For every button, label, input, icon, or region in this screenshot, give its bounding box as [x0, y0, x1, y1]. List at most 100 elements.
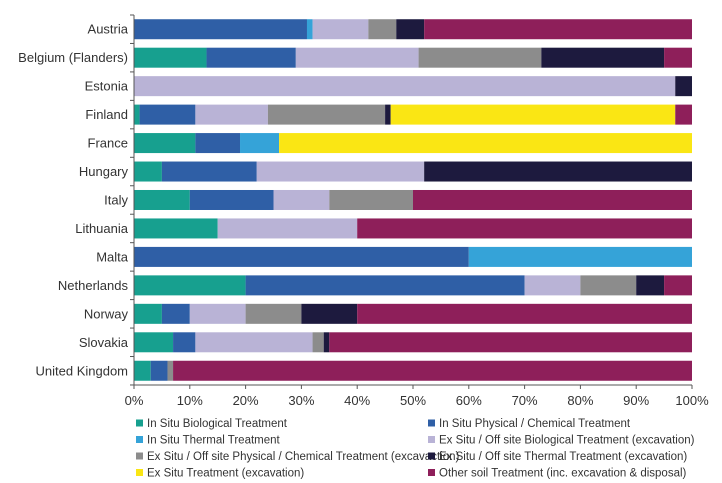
legend-swatch — [136, 469, 143, 476]
bar-segment-1-1 — [206, 47, 296, 68]
bar-segment-7-3 — [217, 218, 358, 239]
bar-segment-6-4 — [329, 189, 413, 210]
bar-segment-11-0 — [134, 332, 174, 353]
bar-segment-9-4 — [580, 275, 637, 296]
bar-segment-5-0 — [134, 161, 162, 182]
bar-segment-11-1 — [173, 332, 196, 353]
legend-label: Other soil Treatment (inc. excavation & … — [439, 468, 687, 480]
bar-segment-9-5 — [636, 275, 665, 296]
bar-segment-5-3 — [256, 161, 425, 182]
bar-segment-7-0 — [134, 218, 218, 239]
bar-segment-4-1 — [195, 133, 241, 154]
bar-segment-5-5 — [424, 161, 692, 182]
bar-segment-3-4 — [267, 104, 386, 125]
bar-segment-11-7 — [329, 332, 692, 353]
legend-label: In Situ Thermal Treatment — [147, 435, 281, 447]
bar-segment-1-5 — [541, 47, 665, 68]
bar-segment-10-3 — [189, 303, 246, 324]
bar-segment-11-4 — [312, 332, 324, 353]
bar-segment-11-3 — [195, 332, 313, 353]
legend-label: Ex Situ / Off site Physical / Chemical T… — [147, 451, 459, 463]
bar-segment-0-5 — [396, 19, 425, 40]
bar-segment-9-0 — [134, 275, 246, 296]
x-tick-label: 20% — [233, 393, 259, 408]
legend-swatch — [428, 419, 435, 427]
axis-layer — [130, 14, 693, 389]
bar-segment-3-1 — [139, 104, 196, 125]
bar-segment-2-5 — [675, 76, 692, 97]
x-tick-label: 100% — [675, 393, 709, 408]
bar-segment-6-7 — [413, 189, 692, 210]
bar-segment-1-0 — [134, 47, 207, 68]
bar-segment-1-7 — [664, 47, 692, 68]
bar-segment-6-3 — [273, 189, 330, 210]
category-label: Belgium (Flanders) — [18, 50, 128, 65]
bar-segment-12-1 — [150, 360, 168, 381]
bar-segment-3-5 — [385, 104, 391, 125]
category-label: Finland — [85, 107, 128, 122]
x-tick-label: 10% — [177, 393, 203, 408]
legend-label: Ex Situ / Off site Thermal Treatment (ex… — [439, 451, 687, 463]
bar-segment-10-1 — [161, 303, 190, 324]
x-tick-label: 40% — [344, 393, 370, 408]
bar-segment-10-7 — [357, 303, 692, 324]
legend-label: Ex Situ Treatment (excavation) — [147, 468, 304, 480]
legend-label: Ex Situ / Off site Biological Treatment … — [439, 435, 695, 447]
category-label: Hungary — [79, 164, 129, 179]
legend: In Situ Biological Treatment In Situ Phys… — [136, 418, 695, 480]
bar-segment-9-7 — [664, 275, 692, 296]
category-label: Norway — [84, 306, 129, 321]
bar-segment-7-7 — [357, 218, 692, 239]
bar-segment-12-7 — [173, 360, 692, 381]
bar-segment-0-1 — [134, 19, 307, 40]
legend-swatch — [428, 452, 435, 460]
legend-swatch — [136, 452, 143, 460]
bar-segment-6-1 — [189, 189, 274, 210]
legend-swatch — [428, 469, 435, 476]
bar-segment-3-3 — [195, 104, 268, 125]
bar-segment-11-5 — [323, 332, 330, 353]
bar-segment-8-2 — [468, 246, 692, 267]
bar-segment-0-3 — [312, 19, 369, 40]
category-label: Slovakia — [79, 335, 129, 350]
category-labels: Austria Belgium (Flanders) Estonia Finland F… — [18, 22, 129, 379]
legend-swatch — [136, 419, 143, 427]
bar-segment-0-4 — [368, 19, 397, 40]
x-tick-label: 30% — [288, 393, 314, 408]
bar-segment-6-0 — [134, 189, 190, 210]
legend-swatch — [136, 436, 143, 443]
x-tick-label: 0% — [125, 393, 144, 408]
category-label: Netherlands — [58, 278, 129, 293]
bar-segment-4-2 — [240, 133, 280, 154]
category-label: Malta — [96, 249, 129, 264]
legend-swatch — [428, 436, 435, 443]
bar-segment-0-2 — [306, 19, 313, 40]
bar-segment-4-0 — [134, 133, 196, 154]
bar-segment-1-4 — [418, 47, 542, 68]
x-tick-label: 90% — [623, 393, 649, 408]
bar-segment-9-1 — [245, 275, 525, 296]
bar-segment-9-3 — [524, 275, 581, 296]
bar-segment-12-4 — [167, 360, 174, 381]
x-tick-label: 80% — [567, 393, 593, 408]
category-label: Lithuania — [75, 221, 129, 236]
bar-segment-10-5 — [301, 303, 358, 324]
category-label: Austria — [88, 22, 129, 37]
x-tick-label: 50% — [400, 393, 426, 408]
bar-segment-8-1 — [134, 246, 469, 267]
category-label: Estonia — [85, 79, 129, 94]
bar-segment-5-1 — [161, 161, 257, 182]
bar-segment-4-6 — [279, 133, 692, 154]
bar-segment-3-7 — [675, 104, 692, 125]
bar-segment-1-3 — [295, 47, 419, 68]
category-label: France — [88, 136, 128, 151]
x-tick-label: 70% — [512, 393, 538, 408]
bar-segment-2-3 — [134, 76, 676, 97]
legend-label: In Situ Biological Treatment — [147, 418, 288, 430]
bar-segment-10-0 — [134, 303, 162, 324]
category-label: United Kingdom — [36, 363, 129, 378]
bar-segment-3-0 — [134, 104, 140, 125]
bar-segment-10-4 — [245, 303, 302, 324]
